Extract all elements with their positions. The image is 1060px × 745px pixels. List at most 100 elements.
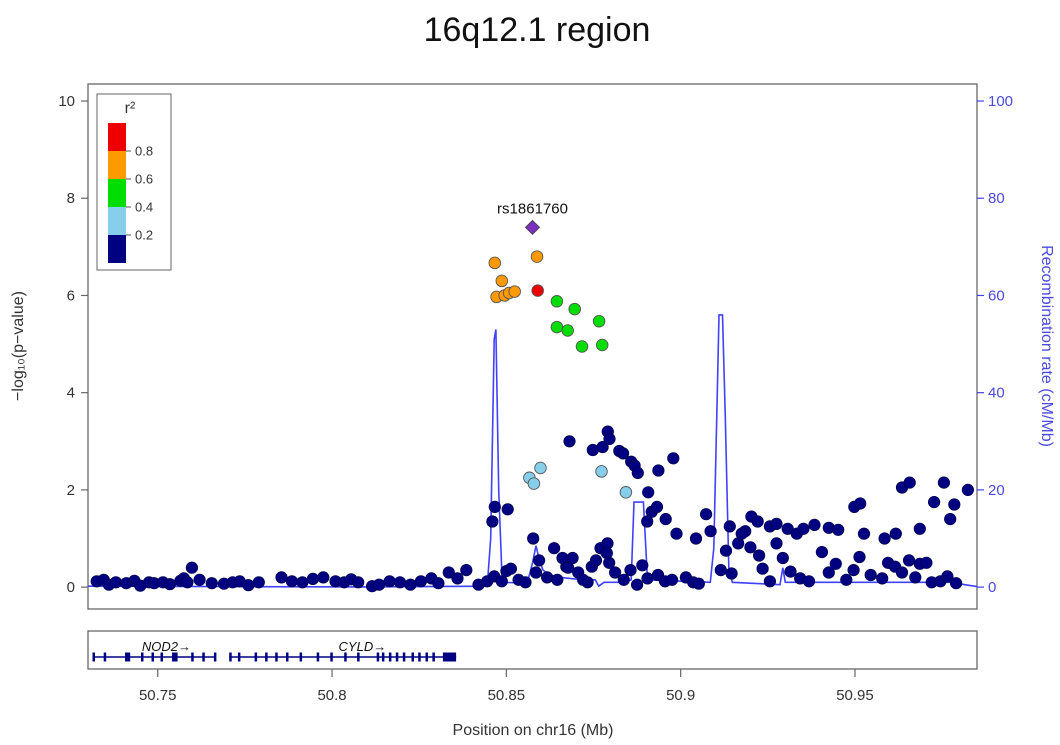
legend-color-bar — [108, 123, 126, 263]
y-axis-label: −log₁₀(p−value) — [10, 291, 27, 401]
snp-point-navy — [617, 573, 630, 586]
legend-tick-label: 0.2 — [135, 228, 153, 243]
legend-bin-1 — [108, 151, 126, 179]
gene-exon — [229, 652, 232, 662]
snp-point-navy — [608, 566, 622, 579]
snp-point-navy — [529, 566, 543, 579]
snp-point-navy — [551, 573, 564, 586]
snp-point-navy — [847, 563, 860, 577]
snp-point-navy — [589, 554, 603, 567]
snp-point-navy — [776, 551, 789, 565]
snp-point-navy — [763, 575, 777, 588]
gene-exon — [388, 652, 392, 662]
x-tick-label: 50.75 — [139, 687, 177, 704]
snp-point-green — [592, 314, 606, 328]
snp-point-navy — [404, 578, 417, 591]
snp-point-navy — [903, 476, 916, 489]
snp-point-navy — [532, 554, 546, 567]
snp-point-lightblue — [527, 477, 541, 490]
snp-point-navy — [540, 571, 554, 584]
x-tick-label: 50.9 — [666, 687, 695, 704]
snp-point-navy — [937, 476, 951, 489]
snp-point-navy — [944, 512, 957, 526]
snp-point-navy — [563, 435, 576, 448]
gene-exon — [160, 652, 163, 662]
gene-exon — [172, 652, 178, 662]
legend-bin-3 — [108, 207, 126, 235]
gene-exon — [286, 652, 289, 662]
x-tick-label: 50.95 — [836, 687, 874, 704]
snp-point-lightblue — [595, 465, 608, 478]
gene-exon — [411, 652, 414, 662]
y2-tick-label: 20 — [988, 482, 1005, 499]
snp-point-navy — [596, 441, 609, 454]
snp-point-navy — [665, 573, 679, 586]
snp-point-navy — [527, 532, 540, 545]
snp-point-navy — [163, 578, 176, 591]
snp-point-green — [550, 295, 564, 308]
snp-point-navy — [624, 563, 637, 577]
snp-point-navy — [600, 546, 613, 560]
snp-point-navy — [948, 498, 961, 511]
gene-label: CYLD→ — [339, 639, 387, 654]
snp-point-navy — [889, 527, 902, 540]
snp-point-navy — [815, 545, 829, 559]
x-tick-label: 50.85 — [488, 687, 526, 704]
y-tick-label: 0 — [67, 579, 75, 596]
snp-point-navy — [306, 572, 320, 586]
snp-point-navy — [205, 577, 218, 590]
gene-exon — [402, 652, 406, 662]
snp-point-navy — [185, 561, 198, 574]
snp-point-navy — [285, 575, 299, 588]
y2-tick-label: 0 — [988, 579, 996, 596]
snp-point-green — [561, 324, 574, 337]
snp-point-navy — [941, 570, 954, 583]
snp-point-navy — [949, 577, 963, 590]
snp-point-navy — [275, 571, 288, 584]
snp-point-navy — [864, 568, 877, 582]
y-tick-label: 4 — [67, 385, 75, 402]
gene-label: NOD2→ — [142, 639, 191, 654]
snp-point-green — [595, 338, 609, 352]
snp-point-navy — [840, 573, 853, 586]
gene-track — [87, 630, 978, 670]
snp-point-navy — [913, 522, 926, 535]
snp-point-navy — [603, 432, 616, 446]
snp-point-navy — [652, 464, 665, 477]
snp-point-navy — [495, 575, 508, 588]
gene-exon — [202, 652, 205, 662]
snp-point-navy — [902, 554, 916, 567]
snp-point-navy — [547, 542, 561, 555]
gene-exon — [357, 652, 360, 662]
snp-point-navy — [876, 572, 889, 585]
snp-point-navy — [784, 565, 797, 578]
legend-bin-4 — [108, 235, 126, 263]
snp-points-layer — [90, 219, 975, 593]
snp-point-navy — [252, 576, 265, 589]
snp-point-navy — [832, 523, 845, 536]
snp-point-navy — [857, 527, 871, 540]
snp-point-red — [531, 284, 544, 297]
lead-snp-marker — [524, 219, 541, 236]
y2-axis-label: Recombination rate (cM/Mb) — [1038, 245, 1055, 447]
snp-point-green — [575, 340, 589, 353]
snp-point-navy — [296, 576, 309, 589]
snp-point-navy — [909, 571, 922, 584]
snp-point-navy — [704, 525, 717, 538]
y2-tick-label: 40 — [988, 385, 1005, 402]
legend-bin-0 — [108, 123, 126, 151]
snp-point-navy — [770, 517, 783, 531]
snp-point-navy — [808, 518, 821, 532]
y-tick-label: 6 — [67, 287, 75, 304]
y-tick-label: 2 — [67, 482, 75, 499]
snp-point-navy — [650, 500, 664, 514]
snp-point-navy — [488, 500, 501, 514]
legend-title: r² — [125, 100, 136, 117]
gene-exon — [344, 652, 347, 662]
gene-exon — [275, 652, 278, 662]
snp-point-navy — [854, 497, 867, 510]
snp-point-navy — [383, 575, 396, 588]
snp-point-navy — [714, 563, 727, 577]
snp-point-orange — [508, 285, 521, 298]
